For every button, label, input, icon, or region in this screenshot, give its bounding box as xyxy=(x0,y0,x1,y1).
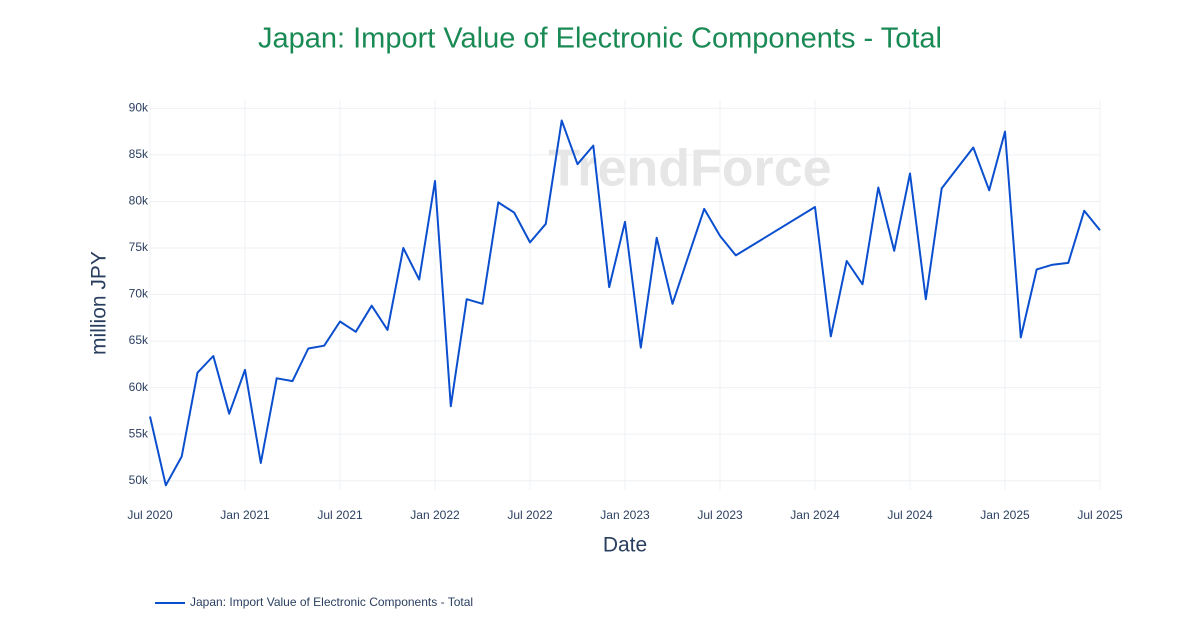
legend-label: Japan: Import Value of Electronic Compon… xyxy=(190,595,473,609)
chart-title: Japan: Import Value of Electronic Compon… xyxy=(258,23,942,55)
y-tick-label: 90k xyxy=(129,101,149,115)
grid xyxy=(149,100,1101,490)
y-axis-title: million JPY xyxy=(88,251,111,355)
x-tick-label: Jan 2023 xyxy=(600,508,650,522)
x-tick-label: Jul 2023 xyxy=(697,508,743,522)
x-tick-label: Jul 2021 xyxy=(317,508,363,522)
y-tick-label: 75k xyxy=(129,240,149,254)
x-axis-title: Date xyxy=(603,534,647,557)
y-tick-label: 80k xyxy=(129,194,149,208)
y-tick-label: 65k xyxy=(129,333,149,347)
x-tick-label: Jan 2021 xyxy=(220,508,270,522)
y-tick-label: 50k xyxy=(129,473,149,487)
y-tick-label: 85k xyxy=(129,147,149,161)
data-line xyxy=(149,119,1101,487)
y-tick-label: 60k xyxy=(129,380,149,394)
y-tick-label: 70k xyxy=(129,287,149,301)
y-tick-label: 55k xyxy=(129,426,149,440)
x-tick-label: Jan 2025 xyxy=(980,508,1030,522)
x-tick-label: Jan 2024 xyxy=(790,508,840,522)
x-tick-label: Jul 2024 xyxy=(887,508,933,522)
x-tick-label: Jul 2022 xyxy=(507,508,553,522)
x-tick-label: Jul 2020 xyxy=(127,508,173,522)
x-tick-label: Jan 2022 xyxy=(410,508,460,522)
x-tick-label: Jul 2025 xyxy=(1077,508,1123,522)
